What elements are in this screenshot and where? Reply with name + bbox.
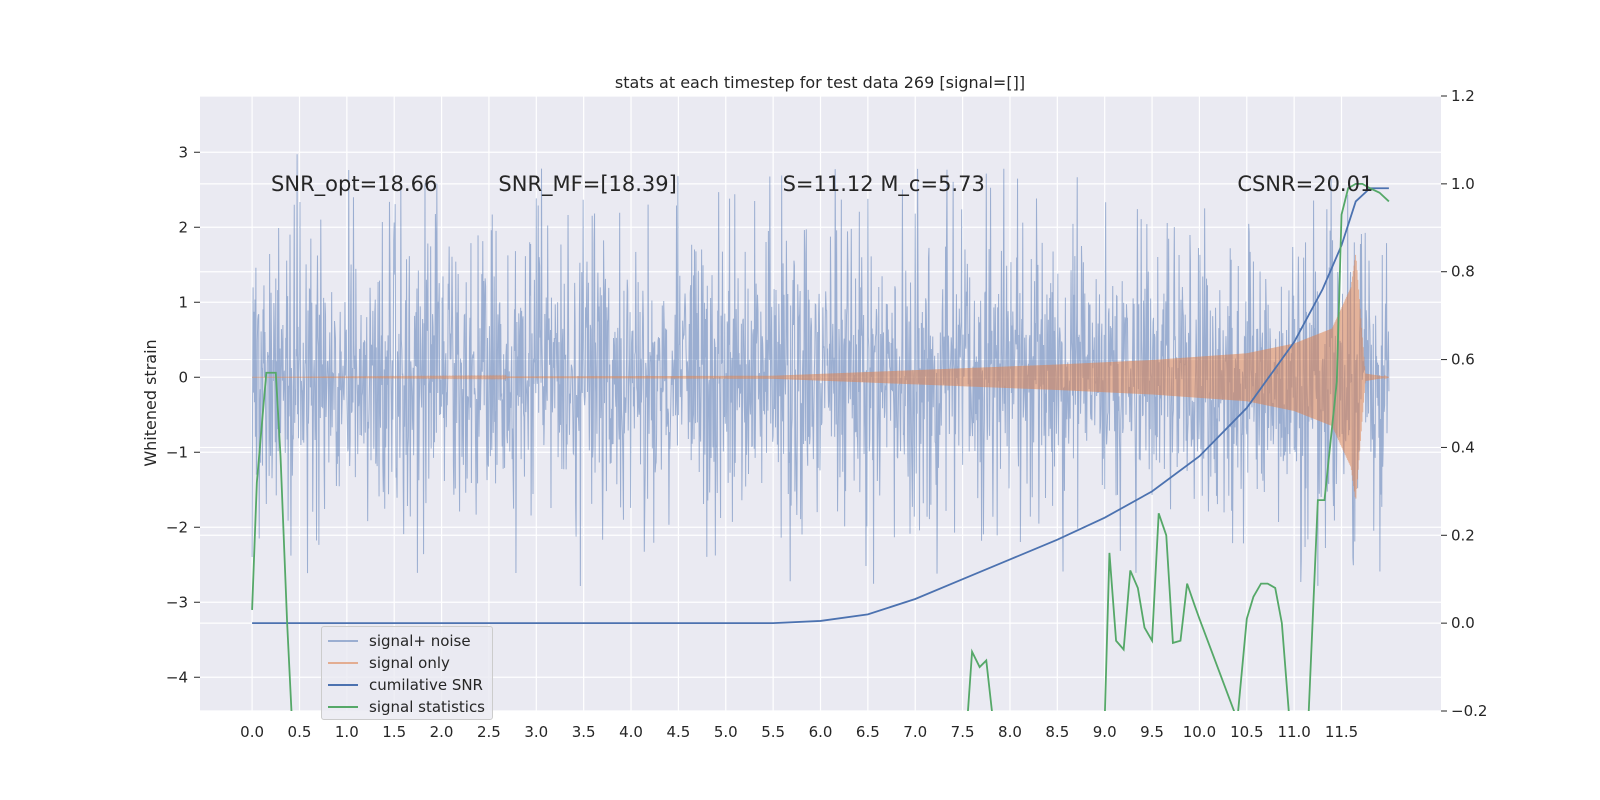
annotation-text: CSNR=20.01 (1237, 172, 1373, 196)
x-tick-label: 5.0 (714, 723, 738, 741)
y-tick-label: 2 (178, 218, 188, 236)
x-tick-label: 8.5 (1045, 723, 1069, 741)
y2-tick-label: −0.2 (1451, 702, 1487, 720)
x-tick-label: 7.0 (903, 723, 927, 741)
legend-swatch-signal-only (328, 662, 358, 664)
x-tick-label: 3.5 (572, 723, 596, 741)
signal-only-line (252, 254, 1389, 499)
y2-tick-label: 0.6 (1451, 351, 1475, 369)
legend-item-cumulative-snr: cumilative SNR (328, 674, 486, 696)
x-tick-label: 1.0 (335, 723, 359, 741)
legend: signal+ noise signal only cumilative SNR… (321, 626, 493, 720)
tick-labels: 0.0 0.5 1.0 1.5 2.0 2.5 3.0 3.5 4.0 4.5 5.0 5.5 6.0 6… (166, 87, 1488, 741)
legend-label: signal statistics (369, 698, 486, 716)
legend-item-signal-only: signal only (328, 652, 486, 674)
x-tick-label: 6.5 (856, 723, 880, 741)
x-tick-label: 10.0 (1183, 723, 1216, 741)
y-tick-label: −1 (166, 443, 188, 461)
x-tick-label: 0.5 (288, 723, 312, 741)
x-tick-label: 2.5 (477, 723, 501, 741)
y-tick-label: 1 (178, 293, 188, 311)
x-tick-label: 10.5 (1230, 723, 1263, 741)
legend-label: signal+ noise (369, 632, 471, 650)
x-tick-label: 4.0 (619, 723, 643, 741)
legend-label: cumilative SNR (369, 676, 483, 694)
x-tick-label: 4.5 (666, 723, 690, 741)
x-tick-label: 5.5 (761, 723, 785, 741)
x-tick-label: 9.0 (1093, 723, 1117, 741)
x-tick-label: 11.0 (1277, 723, 1310, 741)
y-tick-label: 3 (178, 143, 188, 161)
x-tick-label: 3.0 (524, 723, 548, 741)
y-tick-label: −4 (166, 668, 188, 686)
x-tick-label: 7.5 (951, 723, 975, 741)
x-tick-label: 11.5 (1325, 723, 1358, 741)
legend-item-signal-noise: signal+ noise (328, 630, 486, 652)
y-tick-label: −3 (166, 593, 188, 611)
y2-tick-label: 0.2 (1451, 526, 1475, 544)
y-tick-label: 0 (178, 368, 188, 386)
y-tick-label: −2 (166, 518, 188, 536)
legend-swatch-cumulative-snr (328, 684, 358, 686)
legend-label: signal only (369, 654, 450, 672)
y2-tick-label: 0.0 (1451, 614, 1475, 632)
annotation-text: SNR_opt=18.66 (271, 172, 437, 197)
y2-tick-label: 1.2 (1451, 87, 1475, 105)
x-tick-label: 2.0 (430, 723, 454, 741)
x-tick-label: 6.0 (809, 723, 833, 741)
x-tick-label: 0.0 (240, 723, 264, 741)
y2-tick-label: 0.4 (1451, 438, 1475, 456)
cumulative-snr-line (252, 187, 1389, 625)
legend-swatch-signal-statistics (328, 706, 358, 708)
signal-noise-line (251, 154, 1390, 586)
chart-title: stats at each timestep for test data 269… (615, 73, 1025, 92)
legend-item-signal-statistics: signal statistics (328, 696, 486, 718)
annotation-text: SNR_MF=[18.39] (498, 172, 676, 197)
series-layer (251, 154, 1390, 711)
annotation-text: S=11.12 M_c=5.73 (783, 172, 985, 197)
y-axis-label: Whitened strain (141, 339, 160, 466)
y2-tick-label: 0.8 (1451, 263, 1475, 281)
y2-tick-label: 1.0 (1451, 175, 1475, 193)
annotations: SNR_opt=18.66 SNR_MF=[18.39] S=11.12 M_c=5… (271, 172, 1373, 197)
signal-statistics-line (251, 182, 1390, 711)
x-tick-label: 9.5 (1140, 723, 1164, 741)
legend-swatch-signal-noise (328, 640, 358, 642)
x-tick-label: 1.5 (382, 723, 406, 741)
x-tick-label: 8.0 (998, 723, 1022, 741)
